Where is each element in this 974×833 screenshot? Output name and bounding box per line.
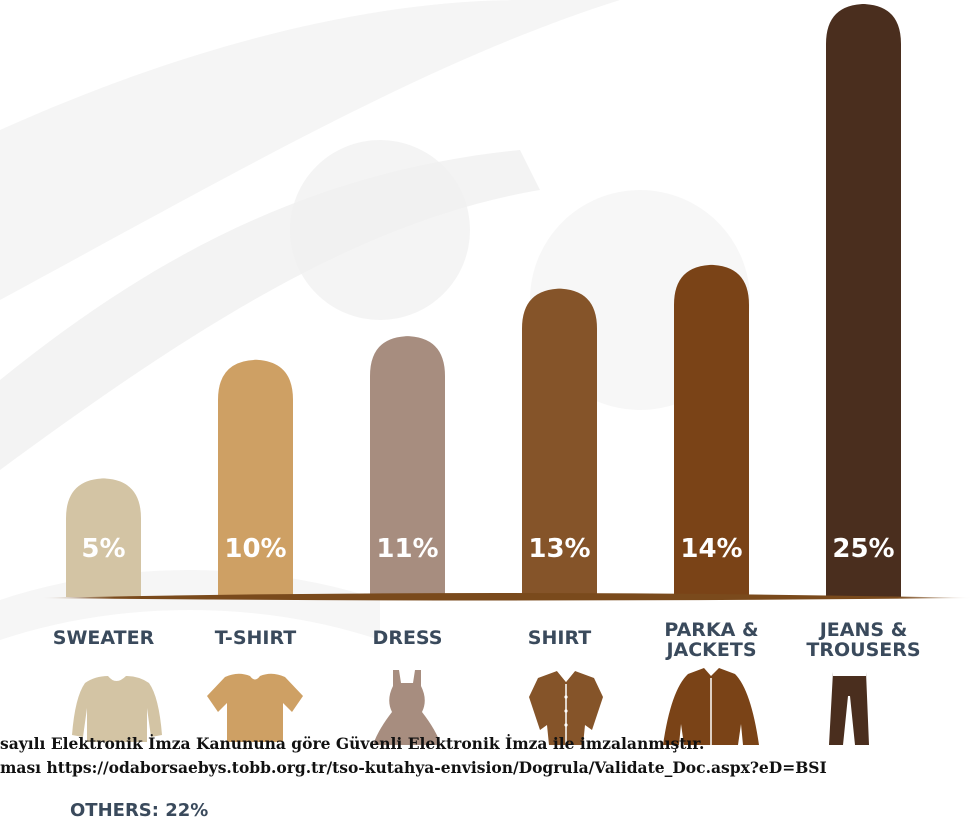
trousers-icon [829, 672, 869, 745]
baseline [40, 593, 972, 601]
category-label: SHIRT [528, 627, 591, 649]
category-label: JEANS & [818, 619, 908, 641]
bar-jeans-trousers [826, 4, 901, 597]
value-label: 13% [528, 534, 590, 564]
value-label: 14% [680, 534, 742, 564]
value-label: 10% [224, 534, 286, 564]
sweater-icon [72, 676, 162, 742]
bar-dress [370, 336, 445, 597]
dress-icon [373, 670, 441, 745]
watermark-line-2: ması https://odaborsaebys.tobb.org.tr/ts… [0, 758, 827, 777]
category-label: TROUSERS [806, 639, 920, 661]
category-labels: SWEATER T-SHIRT DRESS SHIRT PARKA &JACKETS JE… [53, 619, 921, 661]
bar-sweater [66, 478, 141, 597]
value-label: 11% [376, 534, 438, 564]
bar-parka-jackets [674, 264, 749, 597]
category-label: DRESS [373, 627, 443, 649]
category-label: T-SHIRT [215, 627, 296, 649]
category-label: PARKA & [664, 619, 758, 641]
category-label: JACKETS [664, 639, 756, 661]
category-label: SWEATER [53, 627, 155, 649]
value-label: 25% [832, 534, 894, 564]
bar-t-shirt [218, 359, 293, 597]
jacket-icon [663, 668, 759, 745]
value-label: 5% [81, 534, 125, 564]
bars-layer: 5% 10% 11% 13% 14% 25% [66, 4, 901, 597]
watermark-line-1: sayılı Elektronik İmza Kanununa göre Güv… [0, 734, 704, 753]
others-label: OTHERS: 22% [70, 800, 208, 821]
bar-shirt [522, 288, 597, 597]
tshirt-icon [207, 673, 303, 742]
shirt-icon [529, 668, 603, 745]
